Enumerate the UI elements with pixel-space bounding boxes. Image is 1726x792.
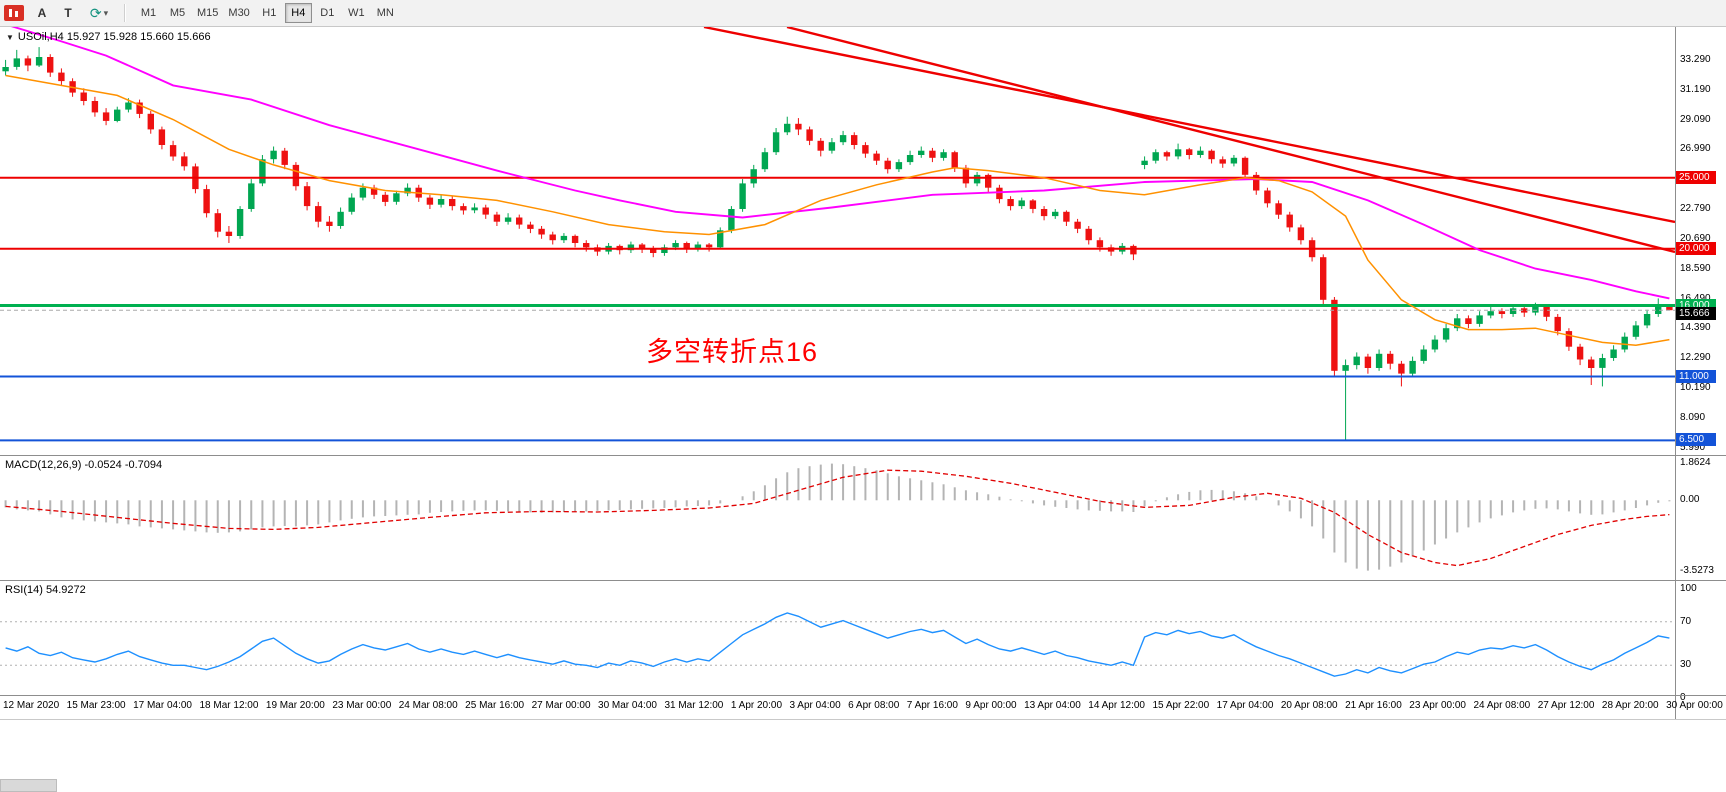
price-scale-label: 20.690 (1680, 232, 1711, 244)
timeframe-button-d1[interactable]: D1 (314, 3, 341, 23)
price-scale-label: 70 (1680, 615, 1692, 627)
time-axis-label: 9 Apr 00:00 (965, 700, 1017, 711)
time-axis-label: 31 Mar 12:00 (664, 700, 724, 711)
timeframe-button-m1[interactable]: M1 (135, 3, 162, 23)
price-scale[interactable]: 33.29031.19029.09026.99024.89022.79020.6… (1676, 27, 1726, 719)
time-axis-label: 30 Apr 00:00 (1666, 700, 1723, 711)
panel-separator-macd[interactable] (0, 455, 1726, 456)
time-axis-separator (0, 695, 1726, 696)
macd-panel[interactable]: MACD(12,26,9) -0.0524 -0.7094 (0, 455, 1675, 580)
time-axis-label: 19 Mar 20:00 (265, 700, 325, 711)
price-scale-label: 26.990 (1680, 143, 1711, 155)
time-axis-label: 7 Apr 16:00 (906, 700, 958, 711)
price-scale-label: 33.290 (1680, 53, 1711, 65)
time-axis-label: 24 Mar 08:00 (398, 700, 458, 711)
timeframe-button-m15[interactable]: M15 (193, 3, 222, 23)
price-scale-label: 30 (1680, 659, 1692, 671)
price-tag: 15.666 (1676, 307, 1716, 321)
toolbar: A T ⟳ ▾ M1 M5 M15 M30 H1 H4 D1 W1 MN (0, 0, 1726, 27)
symbol-ohlc-text: USOil,H4 15.927 15.928 15.660 15.666 (17, 31, 211, 43)
price-scale-label: 12.290 (1680, 352, 1711, 364)
time-axis-label: 23 Mar 00:00 (332, 700, 392, 711)
text-tool-button[interactable]: T (56, 3, 80, 23)
time-axis-label: 15 Mar 23:00 (66, 700, 126, 711)
price-tag: 11.000 (1676, 369, 1716, 383)
price-scale-label: 18.590 (1680, 262, 1711, 274)
chart-annotation: 多空转折点16 (646, 337, 819, 367)
time-axis-label: 13 Apr 04:00 (1024, 700, 1081, 711)
rsi-label: RSI(14) 54.9272 (5, 584, 86, 596)
time-axis[interactable]: 12 Mar 2020 15 Mar 23:00 17 Mar 04:00 18 Ma… (0, 696, 1726, 719)
price-scale-separator (1675, 27, 1676, 719)
price-scale-label: 31.190 (1680, 83, 1711, 95)
rsi-panel[interactable]: RSI(14) 54.9272 (0, 580, 1675, 695)
timeframe-button-h4[interactable]: H4 (284, 3, 312, 23)
price-scale-label: -3.5273 (1680, 565, 1714, 577)
price-scale-label: 14.390 (1680, 322, 1711, 334)
time-axis-label: 30 Mar 04:00 (598, 700, 657, 711)
timeframe-group: M1 M5 M15 M30 H1 H4 D1 W1 MN (134, 3, 400, 23)
timeframe-button-m30[interactable]: M30 (224, 3, 253, 23)
panel-separator-rsi[interactable] (0, 580, 1726, 581)
time-axis-label: 1 Apr 20:00 (730, 700, 783, 711)
time-axis-label: 25 Mar 16:00 (465, 700, 525, 711)
price-scale-label: 0 (1680, 692, 1686, 703)
time-axis-label: 14 Apr 12:00 (1088, 700, 1145, 711)
toolbar-separator (124, 4, 126, 22)
time-axis-label: 15 Apr 22:00 (1152, 700, 1210, 711)
price-tag: 20.000 (1676, 241, 1716, 255)
macd-chart (4, 463, 1671, 571)
timeframe-button-h1[interactable]: H1 (256, 3, 283, 23)
rsi-chart (0, 612, 1675, 677)
timeframe-button-mn[interactable]: MN (372, 3, 399, 23)
time-axis-label: 27 Apr 12:00 (1537, 700, 1595, 711)
price-scale-label: 100 (1680, 583, 1697, 594)
price-scale-label: 29.090 (1680, 113, 1711, 125)
time-axis-label: 12 Mar 2020 (3, 700, 60, 711)
time-axis-label: 18 Mar 12:00 (199, 700, 259, 711)
cycle-tool-button[interactable]: ⟳ ▾ (82, 3, 116, 23)
time-axis-label: 28 Apr 20:00 (1601, 700, 1659, 711)
price-tag: 6.500 (1676, 433, 1716, 447)
price-scale-label: 22.790 (1680, 203, 1711, 215)
candlestick-chart (0, 27, 1675, 442)
cycle-icon: ⟳ (89, 5, 102, 21)
timeframe-button-w1[interactable]: W1 (343, 3, 370, 23)
time-axis-label: 17 Apr 04:00 (1216, 700, 1274, 711)
time-axis-label: 21 Apr 16:00 (1345, 700, 1402, 711)
main-chart-panel[interactable]: ▼ USOil,H4 15.927 15.928 15.660 15.666 多空… (0, 27, 1675, 455)
price-scale-label: 16.490 (1680, 293, 1711, 304)
dropdown-caret-icon: ▾ (103, 7, 109, 18)
price-scale-label: 8.090 (1680, 411, 1706, 423)
window-bottom-separator (0, 719, 1726, 720)
time-axis-label: 24 Apr 08:00 (1473, 700, 1531, 711)
app-icon[interactable] (4, 5, 24, 21)
time-axis-label: 3 Apr 04:00 (789, 700, 841, 711)
macd-label: MACD(12,26,9) -0.0524 -0.7094 (5, 459, 163, 471)
chart-marker-icon: ▼ (6, 33, 14, 42)
price-scale-label: 0.00 (1680, 494, 1700, 506)
price-scale-label: 10.190 (1680, 382, 1711, 393)
time-axis-label: 23 Apr 00:00 (1409, 700, 1466, 711)
time-axis-label: 6 Apr 08:00 (848, 700, 900, 711)
annotation-tool-button[interactable]: A (30, 3, 54, 23)
timeframe-button-m5[interactable]: M5 (164, 3, 191, 23)
price-scale-label: 5.990 (1680, 441, 1706, 453)
time-axis-label: 27 Mar 00:00 (531, 700, 591, 711)
time-axis-label: 17 Mar 04:00 (133, 700, 192, 711)
symbol-ohlc-line: ▼ USOil,H4 15.927 15.928 15.660 15.666 (6, 31, 211, 43)
price-tag: 25.000 (1676, 170, 1716, 184)
bottom-left-stub (0, 779, 57, 792)
price-scale-label: 1.8624 (1680, 456, 1711, 468)
time-axis-label: 20 Apr 08:00 (1280, 700, 1338, 711)
